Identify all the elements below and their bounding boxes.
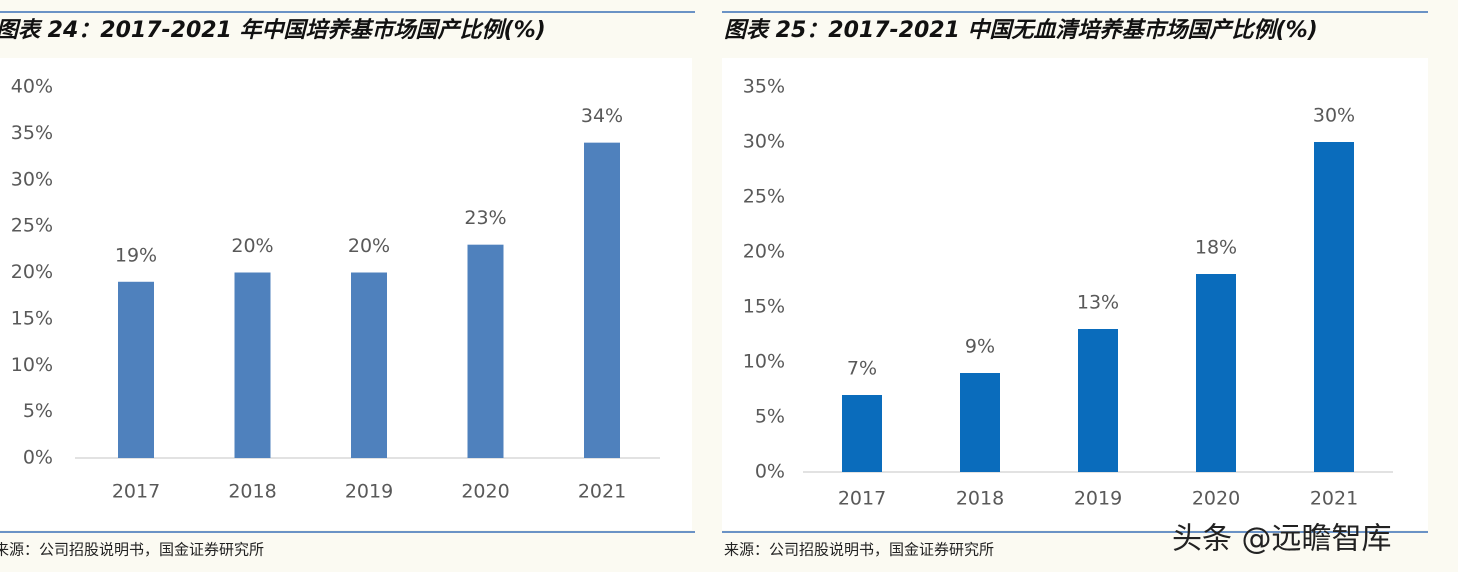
x-tick-label: 2020 <box>461 481 509 503</box>
data-label: 20% <box>231 235 273 257</box>
chart-title: 图表 24：2017-2021 年中国培养基市场国产比例(%) <box>0 17 546 43</box>
bar <box>234 272 271 458</box>
x-tick-label: 2020 <box>1192 488 1240 510</box>
data-label: 34% <box>581 105 623 127</box>
y-tick-label: 0% <box>755 461 785 483</box>
data-label: 18% <box>1195 237 1237 259</box>
bar <box>1196 274 1236 472</box>
y-tick-label: 20% <box>11 261 53 283</box>
y-tick-label: 25% <box>743 186 785 208</box>
bar <box>960 373 1000 472</box>
bar <box>1078 329 1118 472</box>
x-tick-label: 2018 <box>956 488 1004 510</box>
data-label: 19% <box>115 244 157 266</box>
bar <box>1314 142 1354 472</box>
data-label: 30% <box>1313 105 1355 127</box>
data-label: 20% <box>348 235 390 257</box>
chart-title: 图表 25：2017-2021 中国无血清培养基市场国产比例(%) <box>724 17 1318 43</box>
y-tick-label: 35% <box>743 76 785 98</box>
y-tick-label: 30% <box>11 168 53 190</box>
y-tick-label: 20% <box>743 241 785 263</box>
data-label: 23% <box>464 207 506 229</box>
y-tick-label: 15% <box>743 296 785 318</box>
chart-panel <box>0 58 692 530</box>
data-label: 13% <box>1077 292 1119 314</box>
x-tick-label: 2021 <box>1310 488 1358 510</box>
source: 来源：公司招股说明书，国金证券研究所 <box>0 541 264 559</box>
bar <box>842 395 882 472</box>
y-tick-label: 10% <box>11 354 53 376</box>
y-tick-label: 30% <box>743 131 785 153</box>
bar <box>118 281 154 458</box>
x-tick-label: 2019 <box>345 481 393 503</box>
y-tick-label: 5% <box>755 406 785 428</box>
chart-panel <box>722 58 1428 530</box>
x-tick-label: 2018 <box>228 481 276 503</box>
data-label: 7% <box>847 358 877 380</box>
bar <box>467 244 504 458</box>
y-tick-label: 40% <box>11 76 53 98</box>
y-tick-label: 15% <box>11 307 53 329</box>
x-tick-label: 2017 <box>112 481 160 503</box>
watermark: 头条 @远瞻智库 <box>1172 522 1392 557</box>
x-tick-label: 2021 <box>578 481 626 503</box>
x-tick-label: 2017 <box>838 488 886 510</box>
y-tick-label: 5% <box>23 400 53 422</box>
source: 来源：公司招股说明书，国金证券研究所 <box>724 541 994 559</box>
x-tick-label: 2019 <box>1074 488 1122 510</box>
y-tick-label: 35% <box>11 122 53 144</box>
y-tick-label: 25% <box>11 215 53 237</box>
y-tick-label: 0% <box>23 447 53 469</box>
y-tick-label: 10% <box>743 351 785 373</box>
bar <box>351 272 387 458</box>
data-label: 9% <box>965 336 995 358</box>
bar <box>584 142 620 458</box>
